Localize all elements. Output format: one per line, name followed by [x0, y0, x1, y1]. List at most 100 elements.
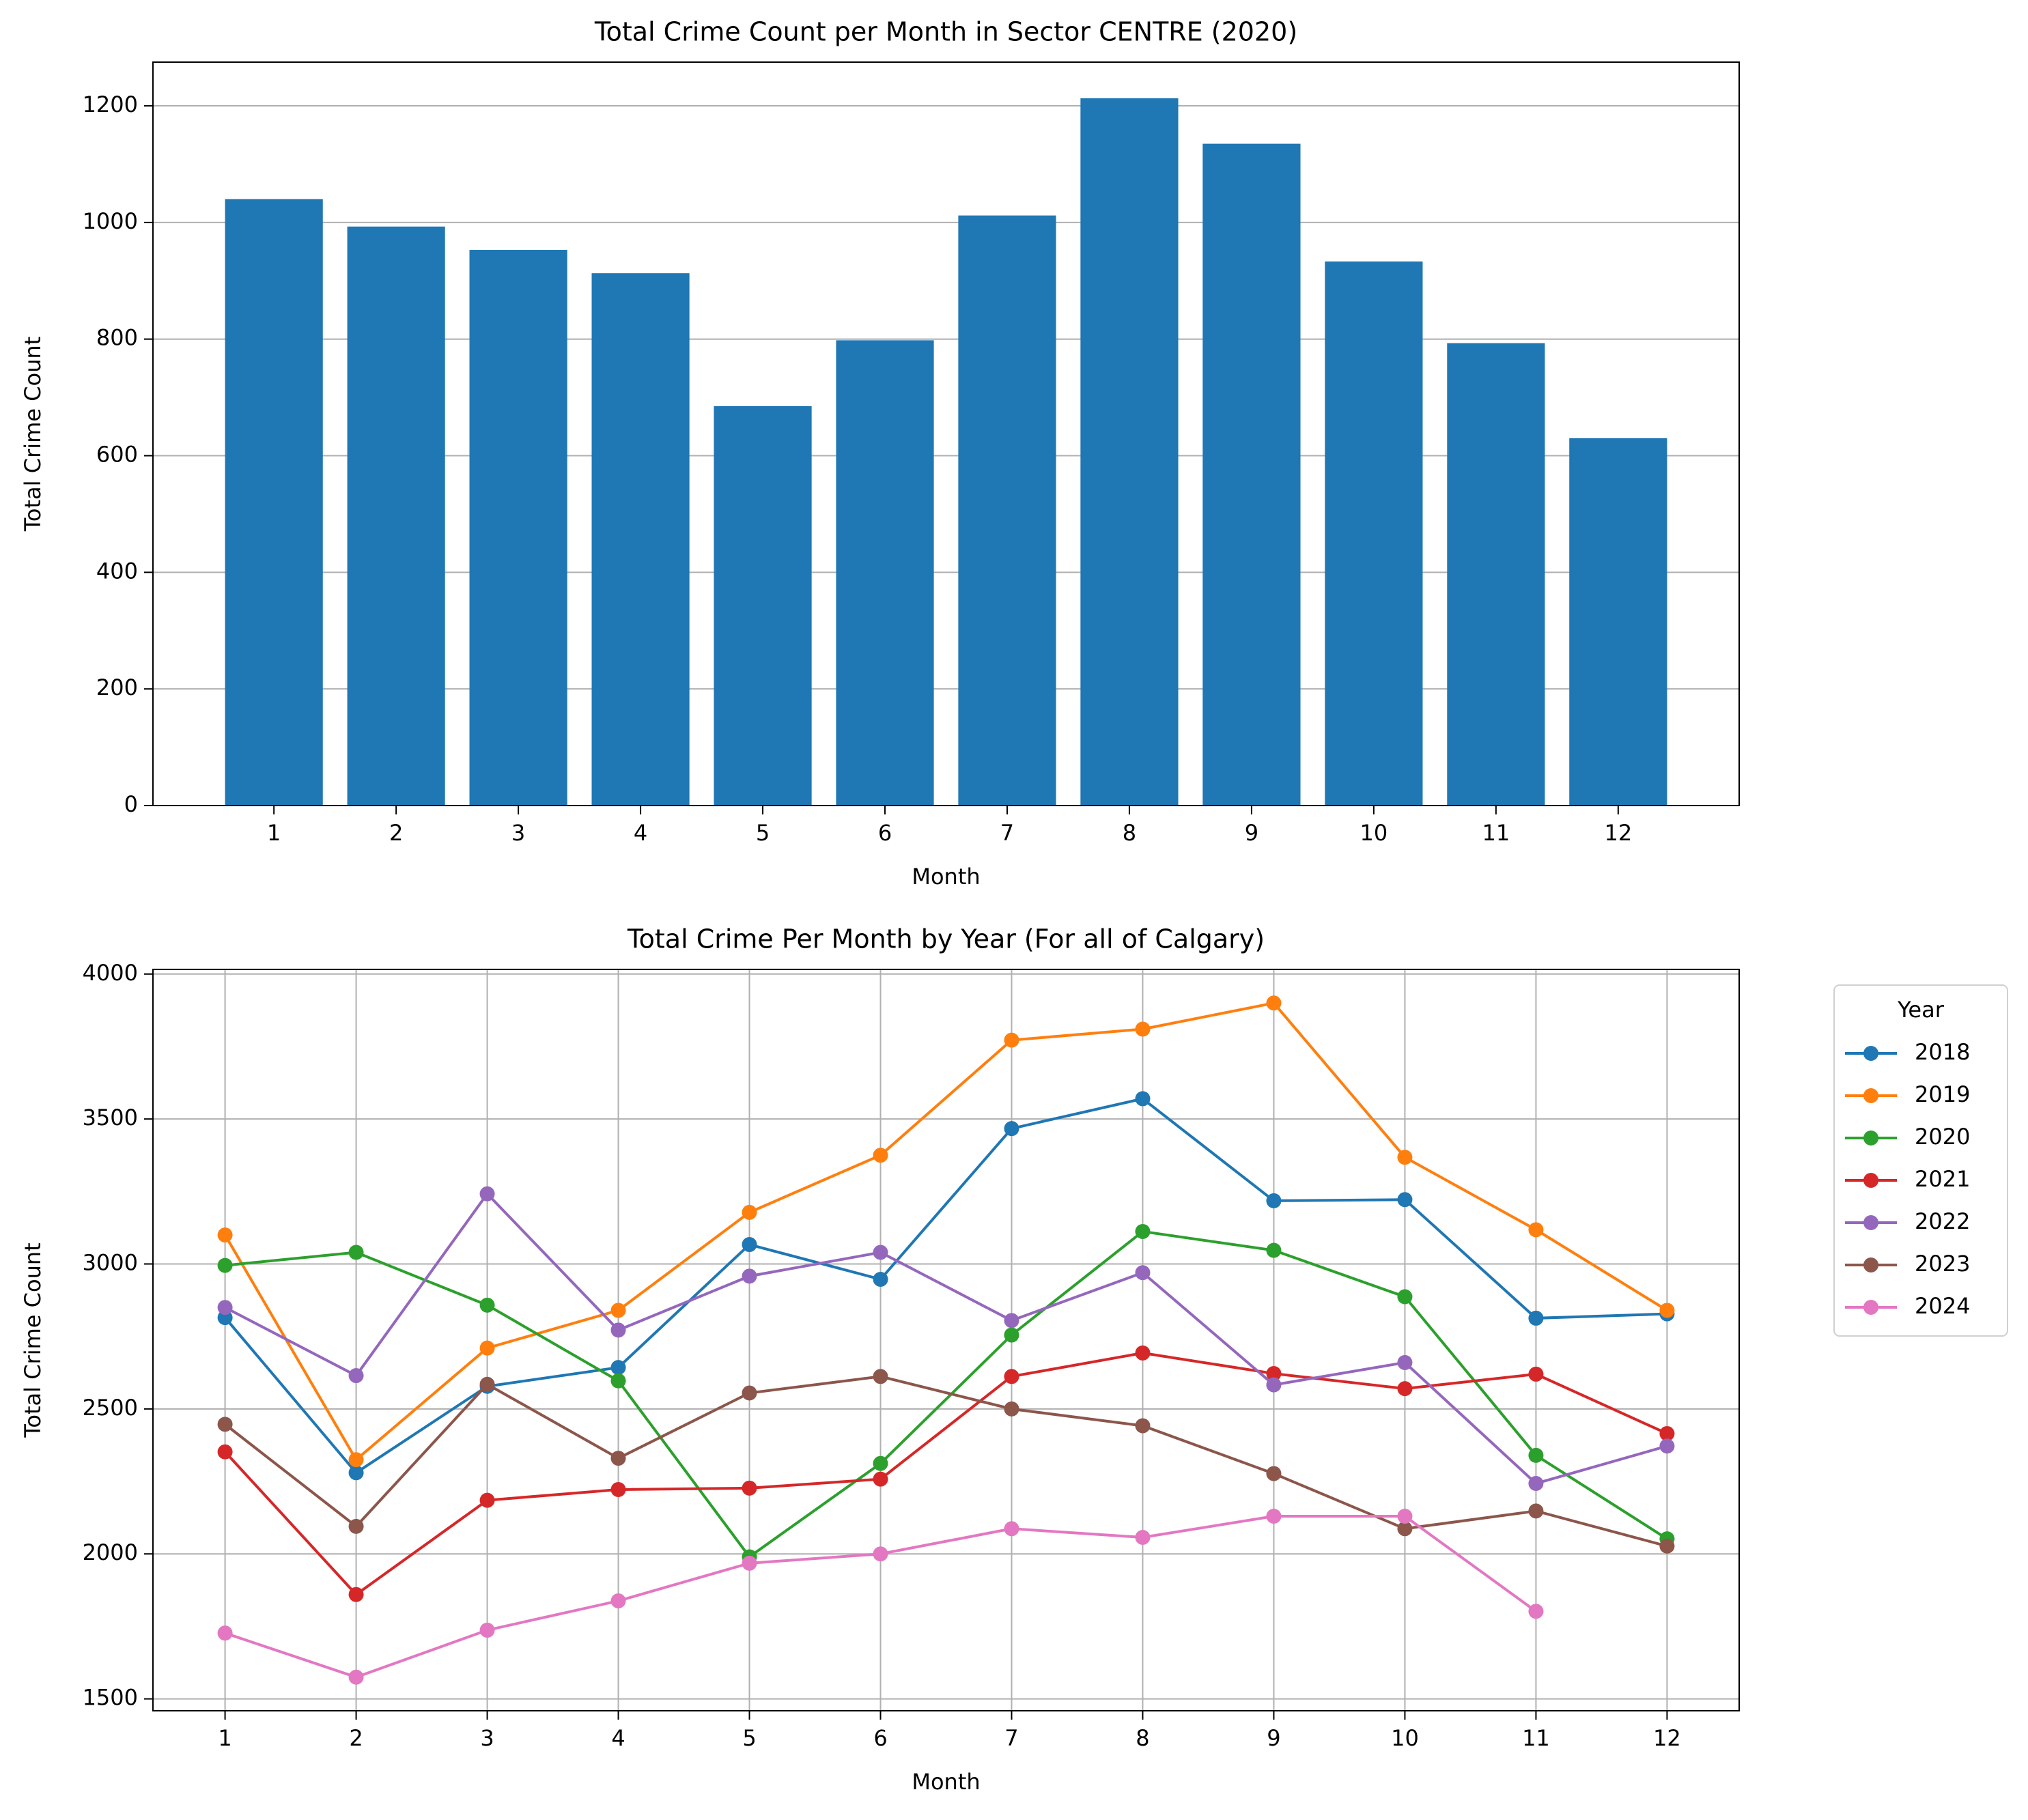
point — [1528, 1366, 1544, 1382]
point — [1528, 1476, 1544, 1492]
point — [1135, 1345, 1151, 1361]
legend-box — [1833, 984, 2008, 1337]
point — [1266, 1377, 1282, 1393]
point — [1528, 1310, 1544, 1326]
x-tick-label: 2 — [389, 820, 403, 846]
point — [873, 1148, 888, 1163]
axes-frame — [152, 61, 1740, 806]
x-tick-label: 9 — [1245, 820, 1258, 846]
point — [348, 1669, 364, 1685]
point — [217, 1444, 233, 1460]
point — [1135, 1418, 1151, 1434]
y-tick-label: 400 — [96, 558, 138, 584]
legend-label: 2024 — [1915, 1293, 1970, 1319]
bar — [591, 273, 690, 806]
x-axis-label: Month — [912, 864, 980, 890]
y-tick-label: 1500 — [83, 1685, 138, 1711]
point — [479, 1376, 495, 1392]
series-line — [223, 1001, 1668, 1462]
point — [1266, 995, 1282, 1011]
point — [217, 1227, 233, 1243]
point — [742, 1268, 757, 1284]
chart-title: Total Crime Per Month by Year (For all o… — [627, 924, 1265, 954]
point — [1004, 1369, 1019, 1384]
x-tick-label: 10 — [1360, 820, 1388, 846]
x-tick-label: 6 — [873, 1725, 887, 1751]
point — [479, 1492, 495, 1508]
point — [742, 1385, 757, 1401]
series-line — [225, 1229, 1668, 1559]
point — [1397, 1521, 1413, 1537]
y-tick-label: 600 — [96, 442, 138, 468]
y-tick-label: 3500 — [83, 1105, 138, 1131]
point — [1397, 1354, 1413, 1370]
bar — [1447, 343, 1545, 806]
legend-marker — [1863, 1088, 1878, 1103]
point — [1004, 1401, 1019, 1417]
x-tick-label: 3 — [511, 820, 525, 846]
point — [348, 1518, 364, 1534]
bar — [1202, 143, 1301, 806]
legend-marker — [1863, 1173, 1878, 1188]
bar — [836, 340, 934, 806]
point — [1266, 1466, 1282, 1481]
x-tick-label: 8 — [1123, 820, 1136, 846]
point — [217, 1257, 233, 1273]
point — [348, 1587, 364, 1602]
x-axis-label: Month — [912, 1769, 980, 1795]
x-tick-label: 10 — [1391, 1725, 1419, 1751]
point — [742, 1237, 757, 1253]
bar — [958, 215, 1056, 806]
legend-label: 2019 — [1915, 1081, 1970, 1107]
point — [1397, 1381, 1413, 1397]
legend-marker — [1863, 1300, 1878, 1315]
x-tick-label: 8 — [1136, 1725, 1149, 1751]
point — [217, 1417, 233, 1432]
point — [1135, 1223, 1151, 1239]
x-tick-label: 4 — [611, 1725, 625, 1751]
point — [1397, 1509, 1413, 1524]
y-tick-label: 4000 — [83, 960, 138, 986]
point — [348, 1465, 364, 1481]
x-tick-label: 1 — [218, 1725, 231, 1751]
point — [348, 1245, 364, 1260]
series-line — [224, 1191, 1667, 1485]
point — [1266, 1509, 1282, 1524]
y-tick-label: 1200 — [83, 91, 138, 117]
x-tick-label: 7 — [1000, 820, 1014, 846]
chart-title: Total Crime Count per Month in Sector CE… — [594, 17, 1297, 47]
point — [1659, 1425, 1675, 1441]
x-tick-label: 11 — [1522, 1725, 1550, 1751]
point — [348, 1452, 364, 1468]
point — [479, 1297, 495, 1313]
point — [610, 1360, 626, 1376]
point — [1266, 1193, 1282, 1208]
series-line — [224, 1375, 1667, 1548]
point — [1659, 1538, 1675, 1554]
point — [1135, 1265, 1151, 1281]
y-axis-label: Total Crime Count — [20, 337, 46, 532]
bar — [1080, 98, 1179, 806]
bar — [1569, 438, 1667, 806]
point — [610, 1373, 626, 1389]
point — [873, 1272, 888, 1288]
point — [873, 1546, 888, 1562]
y-tick-label: 2500 — [83, 1395, 138, 1421]
point — [610, 1593, 626, 1609]
point — [1004, 1327, 1019, 1343]
y-tick-label: 1000 — [83, 208, 138, 234]
point — [1659, 1303, 1675, 1318]
point — [873, 1369, 888, 1384]
x-tick-label: 9 — [1267, 1725, 1280, 1751]
x-tick-label: 11 — [1482, 820, 1510, 846]
series-line — [224, 1097, 1667, 1475]
y-tick-label: 3000 — [83, 1250, 138, 1276]
point — [873, 1455, 888, 1471]
point — [1266, 1242, 1282, 1258]
point — [1135, 1091, 1151, 1107]
point — [610, 1451, 626, 1466]
axes-frame — [152, 969, 1740, 1711]
y-tick-label: 2000 — [83, 1539, 138, 1565]
x-tick-label: 2 — [349, 1725, 363, 1751]
